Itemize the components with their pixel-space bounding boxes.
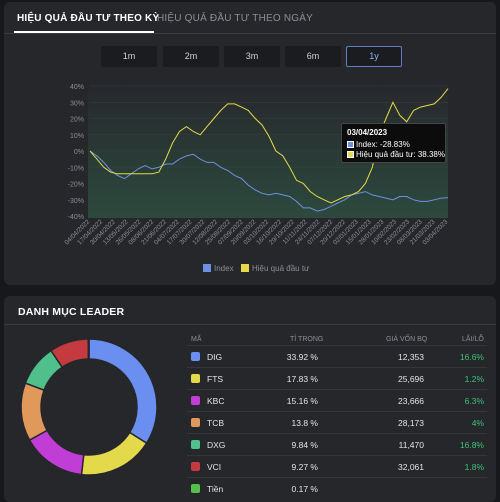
row-weight: 17.83 % <box>286 374 318 384</box>
header-weight: TỈ TRỌNG <box>290 336 324 343</box>
row-avg-cost: 25,696 <box>398 374 424 384</box>
y-tick-label: -20% <box>68 182 84 189</box>
row-divider <box>187 367 487 368</box>
row-divider <box>187 411 487 412</box>
header-code: MÃ <box>191 336 202 343</box>
allocation-donut-chart <box>20 338 158 476</box>
tooltip-portfolio-row: Hiệu quả đầu tư: 38.38% <box>347 150 445 159</box>
table-divider <box>187 345 487 346</box>
y-tick-label: 30% <box>70 100 84 107</box>
row-code: KBC <box>207 396 225 406</box>
y-tick-label: -30% <box>68 198 84 205</box>
row-weight: 15.16 % <box>286 396 318 406</box>
tooltip-index-value: Index: -28.83% <box>356 140 410 149</box>
row-code: FTS <box>207 374 224 384</box>
row-code: DIG <box>207 352 223 362</box>
row-weight: 9.27 % <box>291 462 318 472</box>
tab-divider <box>4 33 496 34</box>
period-button-1m[interactable]: 1m <box>101 46 157 67</box>
period-button-6m[interactable]: 6m <box>285 46 341 67</box>
donut-slice[interactable] <box>80 431 148 476</box>
tooltip-date: 03/04/2023 <box>347 128 388 137</box>
y-tick-label: -40% <box>68 214 84 221</box>
row-profit-loss: 1.2% <box>464 374 484 384</box>
row-divider <box>187 455 487 456</box>
row-weight: 33.92 % <box>286 352 318 362</box>
portfolio-series-line <box>89 88 449 204</box>
y-tick-label: 10% <box>70 133 84 140</box>
legend-index-swatch <box>203 264 211 272</box>
donut-slice[interactable] <box>87 338 90 360</box>
row-color-swatch <box>191 418 200 427</box>
header-avg-cost: GIÁ VỐN BQ <box>386 336 428 343</box>
tab-bar: HIỆU QUẢ ĐẦU TƯ THEO KỲ HIỆU QUẢ ĐẦU TƯ … <box>4 2 496 34</box>
y-tick-label: 20% <box>70 117 84 124</box>
row-divider <box>187 433 487 434</box>
y-tick-label: 40% <box>70 84 84 91</box>
row-weight: 0.17 % <box>291 484 318 494</box>
row-color-swatch <box>191 352 200 361</box>
period-button-3m[interactable]: 3m <box>224 46 280 67</box>
row-profit-loss: 16.8% <box>459 440 484 450</box>
donut-slice[interactable] <box>28 429 85 476</box>
tooltip-portfolio-value: Hiệu quả đầu tư: 38.38% <box>356 150 445 159</box>
row-weight: 9.84 % <box>291 440 318 450</box>
period-button-2m[interactable]: 2m <box>163 46 219 67</box>
legend-portfolio[interactable]: Hiệu quả đầu tư <box>241 264 309 273</box>
legend-index-label: Index <box>214 264 234 273</box>
tooltip-index-swatch <box>347 141 354 148</box>
portfolio-card: DANH MỤC LEADER MÃ TỈ TRỌNG GIÁ VỐN BQ L… <box>4 296 496 502</box>
index-series-line <box>89 150 449 212</box>
row-avg-cost: 32,061 <box>398 462 424 472</box>
row-code: VCI <box>207 462 222 472</box>
portfolio-title: DANH MỤC LEADER <box>18 306 125 318</box>
row-profit-loss: 1.8% <box>464 462 484 472</box>
row-avg-cost: 23,666 <box>398 396 424 406</box>
header-profit-loss: LÃI/LỖ <box>462 336 484 343</box>
row-color-swatch <box>191 440 200 449</box>
y-tick-label: -10% <box>68 165 84 172</box>
legend-portfolio-label: Hiệu quả đầu tư <box>252 264 310 273</box>
row-divider <box>187 477 487 478</box>
y-tick-label: 0% <box>74 149 84 156</box>
row-weight: 13.8 % <box>291 418 318 428</box>
row-color-swatch <box>191 484 200 493</box>
row-code: Tiền <box>207 484 224 494</box>
row-avg-cost: 11,470 <box>398 440 424 450</box>
performance-card: HIỆU QUẢ ĐẦU TƯ THEO KỲ HIỆU QUẢ ĐẦU TƯ … <box>4 2 496 285</box>
row-avg-cost: 28,173 <box>398 418 424 428</box>
donut-slice[interactable] <box>88 338 158 445</box>
row-code: TCB <box>207 418 224 428</box>
row-color-swatch <box>191 374 200 383</box>
donut-slice[interactable] <box>20 382 49 442</box>
row-profit-loss: 16.6% <box>459 352 484 362</box>
period-button-1y[interactable]: 1y <box>346 46 402 67</box>
tooltip-portfolio-swatch <box>347 151 354 158</box>
row-code: DXG <box>207 440 226 450</box>
tab-daily-performance[interactable]: HIỆU QUẢ ĐẦU TƯ THEO NGÀY <box>157 13 313 24</box>
active-tab-underline <box>14 31 154 33</box>
row-profit-loss: 6.3% <box>464 396 484 406</box>
row-divider <box>187 389 487 390</box>
legend-index[interactable]: Index <box>203 264 234 273</box>
tab-period-performance[interactable]: HIỆU QUẢ ĐẦU TƯ THEO KỲ <box>17 13 160 24</box>
row-profit-loss: 4% <box>471 418 484 428</box>
section-divider <box>4 324 496 325</box>
chart-tooltip: 03/04/2023 Index: -28.83% Hiệu quả đầu t… <box>341 123 446 163</box>
tooltip-index-row: Index: -28.83% <box>347 140 410 149</box>
row-color-swatch <box>191 396 200 405</box>
row-color-swatch <box>191 462 200 471</box>
row-avg-cost: 12,353 <box>398 352 424 362</box>
legend-portfolio-swatch <box>241 264 249 272</box>
